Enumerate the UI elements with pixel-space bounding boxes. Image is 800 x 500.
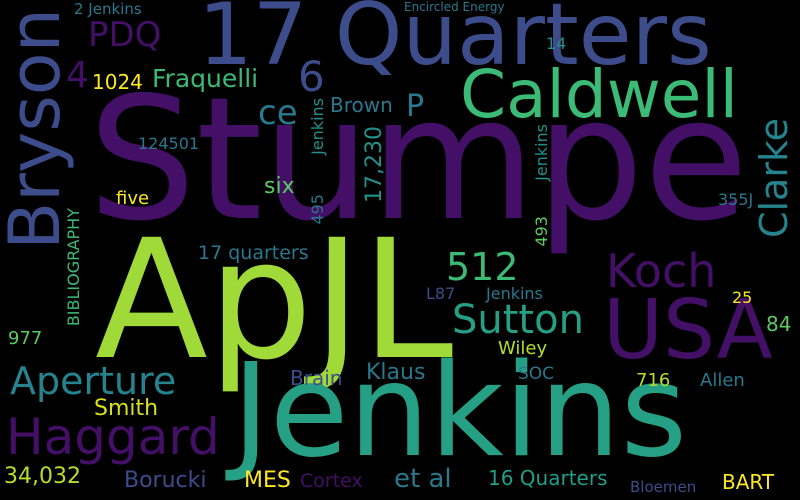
word-sutton: Sutton <box>452 297 584 343</box>
word-4: 4 <box>66 55 89 96</box>
word-2-jenkins: 2 Jenkins <box>74 0 142 18</box>
word-716: 716 <box>636 370 671 391</box>
word-six: six <box>264 174 295 199</box>
word-jenkins-small: Jenkins <box>486 284 543 303</box>
word-et-al: et al <box>394 464 452 494</box>
word-493: 493 <box>532 216 551 247</box>
word-355j: 355J <box>718 190 754 209</box>
word-84: 84 <box>766 312 792 336</box>
word-haggard: Haggard <box>6 408 220 466</box>
word-mes: MES <box>244 468 291 493</box>
word-6: 6 <box>298 52 325 101</box>
word-fraquelli: Fraquelli <box>152 64 259 93</box>
word-cortex: Cortex <box>300 470 363 492</box>
word-jenkins-vertical-right: Jenkins <box>532 124 551 181</box>
word-five: five <box>116 188 150 209</box>
word-encircled-energy: Encircled Energy <box>404 0 505 14</box>
word-klaus: Klaus <box>366 360 426 385</box>
word-bloemen: Bloemen <box>630 478 697 496</box>
word-16-quarters: 16 Quarters <box>488 466 608 490</box>
word-koch: Koch <box>606 244 717 298</box>
word-bryson: Bryson <box>0 8 76 250</box>
word-34032: 34,032 <box>4 464 81 489</box>
word-495: 495 <box>308 194 327 225</box>
word-brown: Brown <box>330 93 393 117</box>
word-jenkins-large: Jenkins <box>232 337 688 486</box>
word-l87: L87 <box>426 284 456 303</box>
word-usa: USA <box>603 283 773 378</box>
word-aperture: Aperture <box>10 359 177 403</box>
word-ce: ce <box>258 93 298 133</box>
word-1024: 1024 <box>92 70 143 94</box>
word-977: 977 <box>8 328 43 349</box>
word-25: 25 <box>732 288 753 307</box>
word-borucki: Borucki <box>124 468 207 493</box>
word-caldwell: Caldwell <box>460 56 739 133</box>
word-17230: 17,230 <box>362 126 387 203</box>
word-wiley: Wiley <box>498 338 548 359</box>
word-17-quarters-lower: 17 quarters <box>198 242 309 264</box>
word-brain: Brain <box>290 366 343 390</box>
word-apjl: ApJL <box>95 204 454 396</box>
word-allen: Allen <box>700 370 745 391</box>
word-17-quarters: 17 Quarters <box>198 0 712 85</box>
word-bibliography: BIBLIOGRAPHY <box>64 208 83 327</box>
word-clarke: Clarke <box>752 118 796 239</box>
word-bart: BART <box>722 470 775 494</box>
word-soc: SOC <box>518 364 555 384</box>
word-14: 14 <box>546 34 567 53</box>
word-pdq: PDQ <box>88 15 162 55</box>
word-stumpe: Stumpe <box>88 61 749 259</box>
word-jenkins-vertical-left: Jenkins <box>308 98 327 155</box>
word-smith: Smith <box>94 396 159 421</box>
word-p: P <box>406 89 425 124</box>
word-512: 512 <box>446 245 519 289</box>
word-124501: 124501 <box>138 134 200 153</box>
